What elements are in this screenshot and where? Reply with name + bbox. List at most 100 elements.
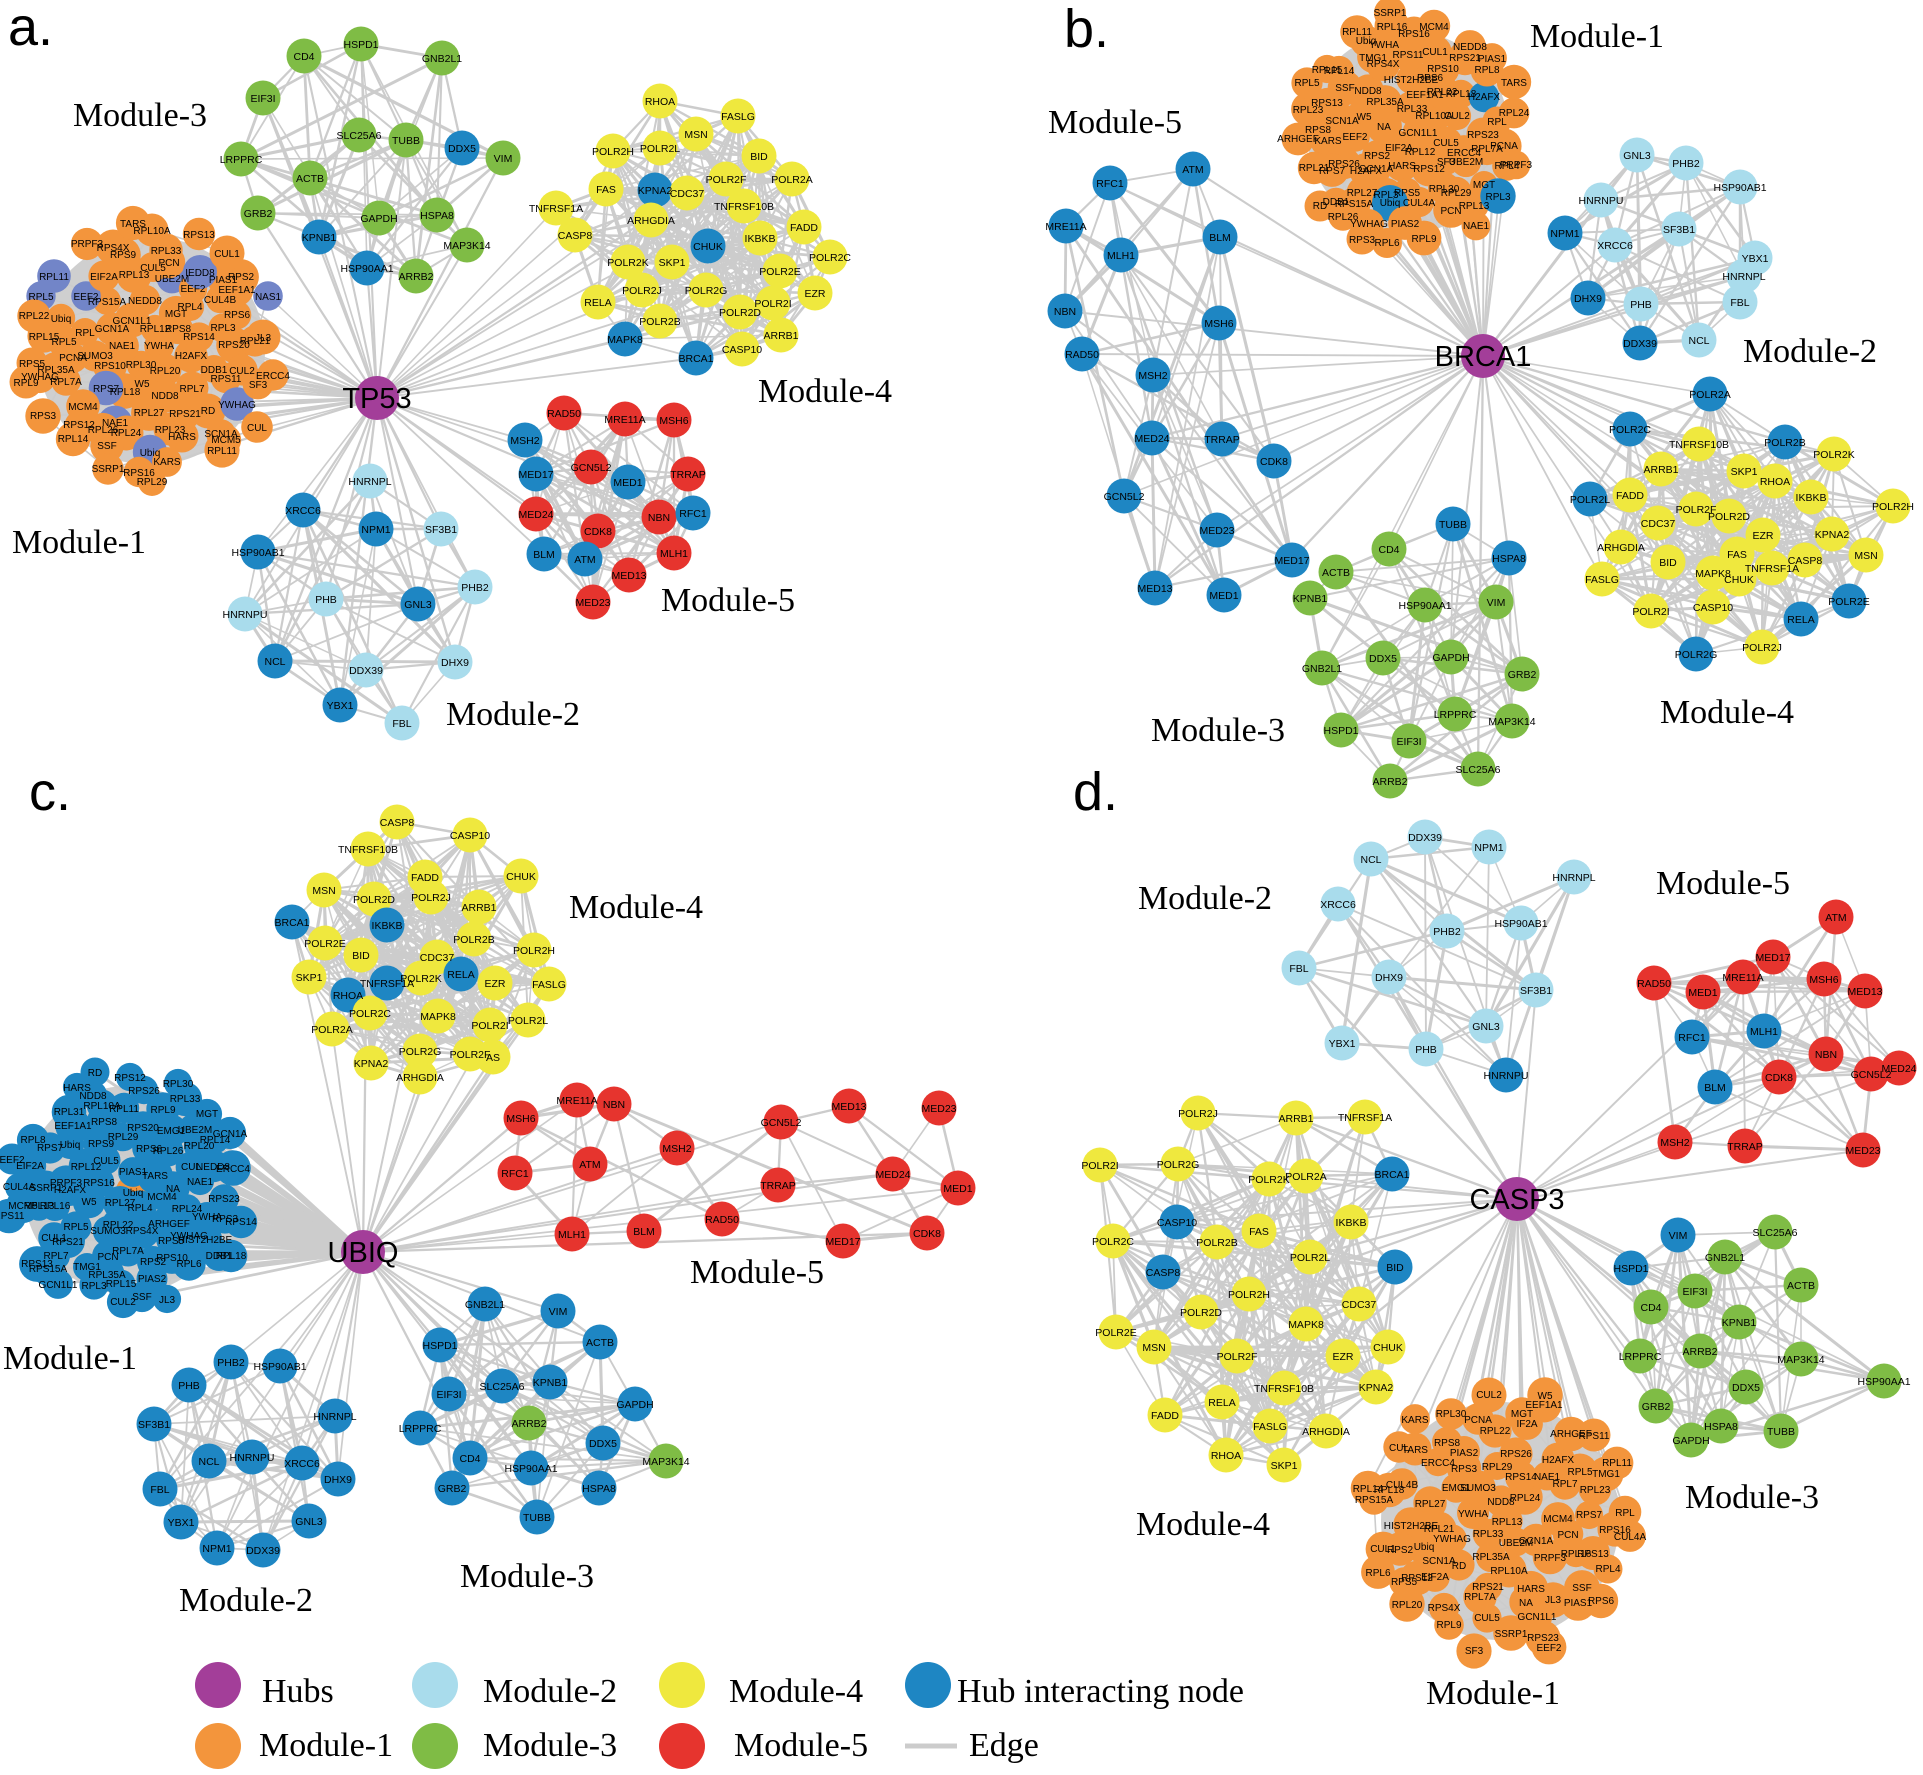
svg-text:GRB2: GRB2: [1642, 1401, 1671, 1413]
svg-text:GCN5L2: GCN5L2: [761, 1117, 802, 1129]
svg-text:RPL27: RPL27: [1347, 188, 1378, 199]
svg-text:RD: RD: [201, 406, 215, 417]
svg-text:DDB1: DDB1: [206, 1251, 233, 1262]
svg-text:ERCC4: ERCC4: [256, 371, 290, 382]
svg-text:CUL4B: CUL4B: [204, 295, 237, 306]
svg-text:EZR: EZR: [1753, 530, 1774, 542]
svg-text:CASP10: CASP10: [450, 830, 490, 842]
svg-text:MED1: MED1: [943, 1183, 972, 1195]
svg-text:ARRB2: ARRB2: [398, 271, 433, 283]
svg-text:CD4: CD4: [293, 51, 314, 63]
svg-text:TUBB: TUBB: [1767, 1426, 1795, 1438]
svg-text:NA: NA: [1377, 122, 1391, 133]
svg-text:YBX1: YBX1: [1742, 253, 1769, 265]
svg-text:NDD8: NDD8: [79, 1091, 107, 1102]
svg-text:NCL: NCL: [1688, 335, 1709, 347]
svg-text:PCNA: PCNA: [59, 353, 87, 364]
svg-text:RPL18: RPL18: [110, 387, 141, 398]
svg-text:HSPA8: HSPA8: [1704, 1421, 1738, 1433]
svg-text:RPL14: RPL14: [1353, 1484, 1384, 1495]
svg-text:EEF2: EEF2: [1342, 132, 1367, 143]
svg-text:RPS21: RPS21: [52, 1237, 84, 1248]
svg-text:RFC1: RFC1: [1678, 1032, 1706, 1044]
svg-text:CUL: CUL: [181, 1162, 201, 1173]
svg-text:RPS21: RPS21: [169, 409, 201, 420]
svg-text:MED13: MED13: [611, 570, 646, 582]
svg-text:POLR2A: POLR2A: [1689, 389, 1730, 401]
svg-text:FADD: FADD: [1151, 1410, 1179, 1422]
svg-text:GCN1A: GCN1A: [1359, 164, 1394, 175]
svg-text:TRRAP: TRRAP: [1727, 1141, 1763, 1153]
svg-text:RPL35A: RPL35A: [1472, 1552, 1510, 1563]
svg-text:POLR2H: POLR2H: [592, 146, 634, 158]
svg-text:EIF3I: EIF3I: [436, 1389, 461, 1401]
svg-text:RPL21: RPL21: [240, 336, 271, 347]
svg-text:RPL7A: RPL7A: [112, 1246, 144, 1257]
svg-text:HSPD1: HSPD1: [1323, 725, 1358, 737]
svg-text:MCM4: MCM4: [1419, 22, 1449, 33]
svg-text:EIF2A: EIF2A: [16, 1161, 44, 1172]
svg-text:PHB2: PHB2: [1672, 158, 1700, 170]
svg-text:Module-4: Module-4: [1136, 1506, 1270, 1543]
svg-text:NPM1: NPM1: [1474, 842, 1503, 854]
svg-text:RPL16: RPL16: [40, 1201, 71, 1212]
svg-text:EEF2: EEF2: [0, 1155, 25, 1166]
svg-text:RPL12: RPL12: [140, 324, 171, 335]
svg-text:HSP90AB1: HSP90AB1: [231, 547, 284, 559]
svg-text:RPL30: RPL30: [1436, 1409, 1467, 1420]
svg-text:YWHAG: YWHAG: [170, 1231, 208, 1242]
svg-text:PRPF3: PRPF3: [1500, 160, 1533, 171]
svg-text:SCN1A: SCN1A: [1422, 1556, 1456, 1567]
svg-text:HSPA8: HSPA8: [582, 1483, 616, 1495]
svg-text:RELA: RELA: [1208, 1397, 1235, 1409]
svg-text:RPL29: RPL29: [137, 477, 168, 488]
svg-text:RPL20: RPL20: [1392, 1600, 1423, 1611]
svg-text:GCN5L2: GCN5L2: [571, 462, 612, 474]
svg-text:RPL15: RPL15: [106, 1279, 137, 1290]
svg-text:POLR2H: POLR2H: [1228, 1289, 1270, 1301]
svg-text:RPL11: RPL11: [39, 272, 69, 283]
svg-text:YWHAG: YWHAG: [1433, 1534, 1471, 1545]
svg-text:EEF1A1: EEF1A1: [1525, 1400, 1563, 1411]
svg-text:CUL4A: CUL4A: [1403, 198, 1436, 209]
svg-text:RPS4X: RPS4X: [1428, 1603, 1461, 1614]
svg-text:SUMO3: SUMO3: [1460, 1483, 1496, 1494]
svg-text:SLC25A6: SLC25A6: [480, 1381, 525, 1393]
svg-text:PHB: PHB: [1415, 1044, 1437, 1056]
svg-text:RPS13: RPS13: [21, 1259, 53, 1270]
svg-text:RPL7: RPL7: [43, 1251, 68, 1262]
svg-text:Module-1: Module-1: [259, 1727, 393, 1764]
svg-text:HIST2H2BE: HIST2H2BE: [1384, 75, 1439, 86]
svg-text:PIAS2: PIAS2: [1450, 1448, 1479, 1459]
svg-text:GNB2L1: GNB2L1: [422, 53, 462, 65]
svg-text:Hubs: Hubs: [262, 1673, 334, 1710]
svg-text:HNRNPU: HNRNPU: [1579, 195, 1624, 207]
svg-text:POLR2F: POLR2F: [1676, 504, 1717, 516]
svg-text:W5: W5: [82, 1197, 97, 1208]
svg-text:RPL5: RPL5: [1294, 78, 1319, 89]
svg-text:MED23: MED23: [1845, 1145, 1880, 1157]
svg-text:YWHAG: YWHAG: [1350, 219, 1388, 230]
svg-text:c.: c.: [29, 762, 71, 822]
svg-text:NAS1: NAS1: [255, 292, 282, 303]
svg-text:GCN1L1: GCN1L1: [113, 316, 152, 327]
svg-text:ACTB: ACTB: [586, 1337, 614, 1349]
svg-text:RPL6: RPL6: [176, 1259, 201, 1270]
svg-text:RPS3: RPS3: [30, 411, 57, 422]
svg-text:GNL3: GNL3: [1472, 1021, 1500, 1033]
svg-text:RPS15A: RPS15A: [29, 1264, 68, 1275]
svg-text:DHX9: DHX9: [1574, 293, 1602, 305]
svg-text:RPL5: RPL5: [63, 1222, 88, 1233]
svg-text:NCL: NCL: [264, 656, 285, 668]
svg-text:RELA: RELA: [1787, 614, 1814, 626]
svg-text:GAPDH: GAPDH: [1672, 1435, 1709, 1447]
svg-text:ATM: ATM: [579, 1159, 600, 1171]
svg-text:Module-4: Module-4: [569, 889, 703, 926]
svg-text:UBE2M: UBE2M: [155, 274, 189, 285]
svg-text:GNB2L1: GNB2L1: [465, 1299, 505, 1311]
svg-text:POLR2C: POLR2C: [1092, 1236, 1134, 1248]
svg-text:SKP1: SKP1: [659, 257, 686, 269]
svg-text:RPL11: RPL11: [207, 446, 237, 457]
svg-text:PIAS2: PIAS2: [1391, 219, 1420, 230]
svg-text:TNFRSF1A: TNFRSF1A: [360, 978, 414, 990]
